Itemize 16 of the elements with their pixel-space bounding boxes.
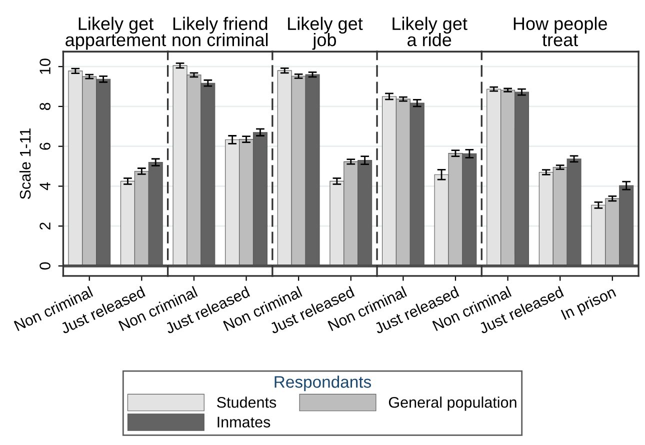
legend-title: Respondants (274, 376, 372, 392)
y-axis-title: Scale 1-11 (19, 128, 31, 200)
legend-label: Inmates (218, 416, 270, 428)
chart-title: How people treat (514, 16, 607, 46)
y-tick-label: 10 (40, 58, 50, 74)
y-tick-label: 2 (40, 222, 50, 230)
legend-label: General population (388, 396, 516, 411)
chart-title: Likely get job (288, 16, 363, 50)
y-tick-label: 4 (40, 182, 50, 190)
y-tick-label: 8 (40, 102, 50, 110)
chart-title: Likely get appartement (66, 16, 166, 50)
chart-title: Likely friend non criminal (172, 16, 268, 46)
chart-title: Likely get a ride (392, 16, 468, 46)
y-tick-label: 0 (40, 262, 50, 270)
y-tick-label: 6 (40, 142, 50, 150)
legend-label: Students (217, 396, 276, 408)
